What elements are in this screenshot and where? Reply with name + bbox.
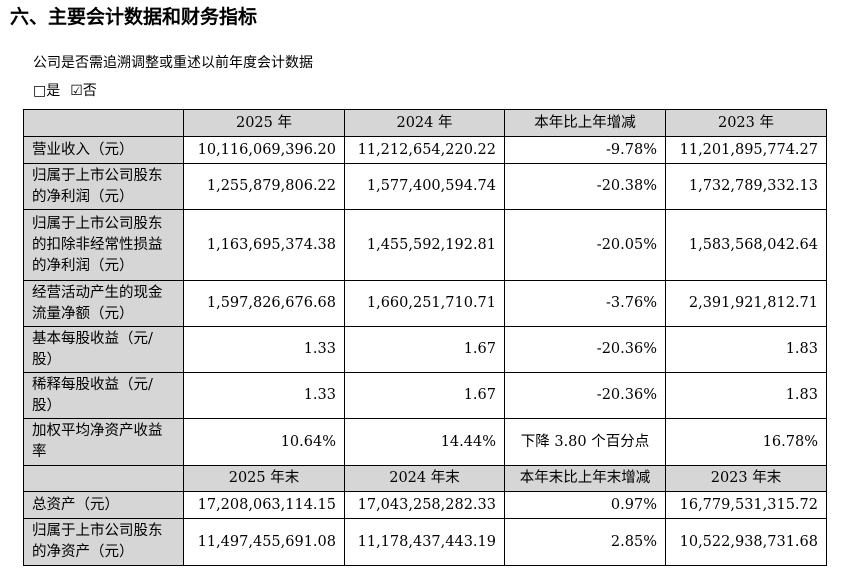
cell: 2.85%: [504, 518, 666, 566]
row-label: 营业收入（元）: [23, 136, 184, 164]
cell: 10,522,938,731.68: [665, 518, 827, 566]
data-row: 营业收入（元） 10,116,069,396.20 11,212,654,220.2…: [23, 136, 827, 164]
data-table: 2025 年 2024 年本年比上年增减 2023 年营业收入（元） 10,116,0…: [23, 109, 827, 566]
cell: 1.33: [183, 326, 345, 373]
data-row: 归属于上市公司股东的扣除非经常性损益的净利润（元） 1,163,695,374.3…: [23, 209, 827, 281]
data-row: 加权平均净资产收益率 10.64% 14.44% 下降 3.80 个百分点 16.78%: [23, 418, 827, 466]
header-cell: [23, 109, 184, 137]
row-label: 归属于上市公司股东的扣除非经常性损益的净利润（元）: [23, 209, 184, 281]
cell: -20.38%: [504, 163, 666, 210]
header-cell: 2025 年: [183, 109, 345, 137]
cell: 1.67: [344, 326, 505, 373]
header-cell: 本年比上年增减: [504, 109, 666, 137]
cell: 1.67: [344, 372, 505, 419]
cell: -3.76%: [504, 280, 666, 327]
cell: 1,163,695,374.38: [183, 209, 345, 281]
data-row: 稀释每股收益（元/股） 1.33 1.67 -20.36% 1.83: [23, 372, 827, 419]
cell: 11,497,455,691.08: [183, 518, 345, 566]
data-row: 基本每股收益（元/股） 1.33 1.67 -20.36% 1.83: [23, 326, 827, 373]
header-cell: 本年末比上年末增减: [504, 465, 666, 492]
data-row: 归属于上市公司股东的净资产（元） 11,497,455,691.08 11,178,…: [23, 518, 827, 566]
cell: 1.33: [183, 372, 345, 419]
data-row: 总资产（元） 17,208,063,114.15 17,043,258,282.33…: [23, 491, 827, 519]
cell: -20.36%: [504, 372, 666, 419]
row-label: 经营活动产生的现金流量净额（元）: [23, 280, 184, 327]
row-label: 总资产（元）: [23, 491, 184, 519]
cell: 11,178,437,443.19: [344, 518, 505, 566]
header-cell: 2024 年: [344, 109, 505, 137]
cell: 1.83: [665, 326, 827, 373]
cell: 11,201,895,774.27: [665, 136, 827, 164]
cell: 1,732,789,332.13: [665, 163, 827, 210]
header-row: 2025 年 2024 年本年比上年增减 2023 年: [23, 109, 827, 137]
row-label: 归属于上市公司股东的净利润（元）: [23, 163, 184, 210]
cell: 1,255,879,806.22: [183, 163, 345, 210]
cell: -9.78%: [504, 136, 666, 164]
cell: 16,779,531,315.72: [665, 491, 827, 519]
data-row: 归属于上市公司股东的净利润（元） 1,255,879,806.22 1,577,40…: [23, 163, 827, 210]
cell: 1,583,568,042.64: [665, 209, 827, 281]
row-label: 基本每股收益（元/股）: [23, 326, 184, 373]
cell: 17,208,063,114.15: [183, 491, 345, 519]
option: ☑否: [70, 83, 97, 99]
row-label: 加权平均净资产收益率: [23, 418, 184, 466]
cell: -20.36%: [504, 326, 666, 373]
cell: 10.64%: [183, 418, 345, 466]
cell: 1.83: [665, 372, 827, 419]
section-title: 六、主要会计数据和财务指标: [10, 6, 258, 28]
header-cell: 2025 年末: [183, 465, 345, 492]
cell: 10,116,069,396.20: [183, 136, 345, 164]
cell: 0.97%: [504, 491, 666, 519]
cell: 11,212,654,220.22: [344, 136, 505, 164]
data-row: 经营活动产生的现金流量净额（元） 1,597,826,676.68 1,660,25…: [23, 280, 827, 327]
header-cell: 2023 年末: [665, 465, 827, 492]
cell: 2,391,921,812.71: [665, 280, 827, 327]
header-cell: [23, 465, 184, 492]
cell: 1,597,826,676.68: [183, 280, 345, 327]
cell: 1,577,400,594.74: [344, 163, 505, 210]
header-cell: 2023 年: [665, 109, 827, 137]
cell: 下降 3.80 个百分点: [504, 418, 666, 466]
header-cell: 2024 年末: [344, 465, 505, 492]
header-row: 2025 年末 2024 年末 本年末比上年末增减 2023 年末: [23, 465, 827, 492]
cell: 17,043,258,282.33: [344, 491, 505, 519]
cell: 16.78%: [665, 418, 827, 466]
row-label: 归属于上市公司股东的净资产（元）: [23, 518, 184, 566]
cell: 14.44%: [344, 418, 505, 466]
row-label: 稀释每股收益（元/股）: [23, 372, 184, 419]
option: □是: [33, 83, 61, 99]
cell: 1,660,251,710.71: [344, 280, 505, 327]
options: □是 ☑否: [33, 80, 107, 100]
cell: 1,455,592,192.81: [344, 209, 505, 281]
question: 公司是否需追溯调整或重述以前年度会计数据: [33, 55, 313, 71]
cell: -20.05%: [504, 209, 666, 281]
